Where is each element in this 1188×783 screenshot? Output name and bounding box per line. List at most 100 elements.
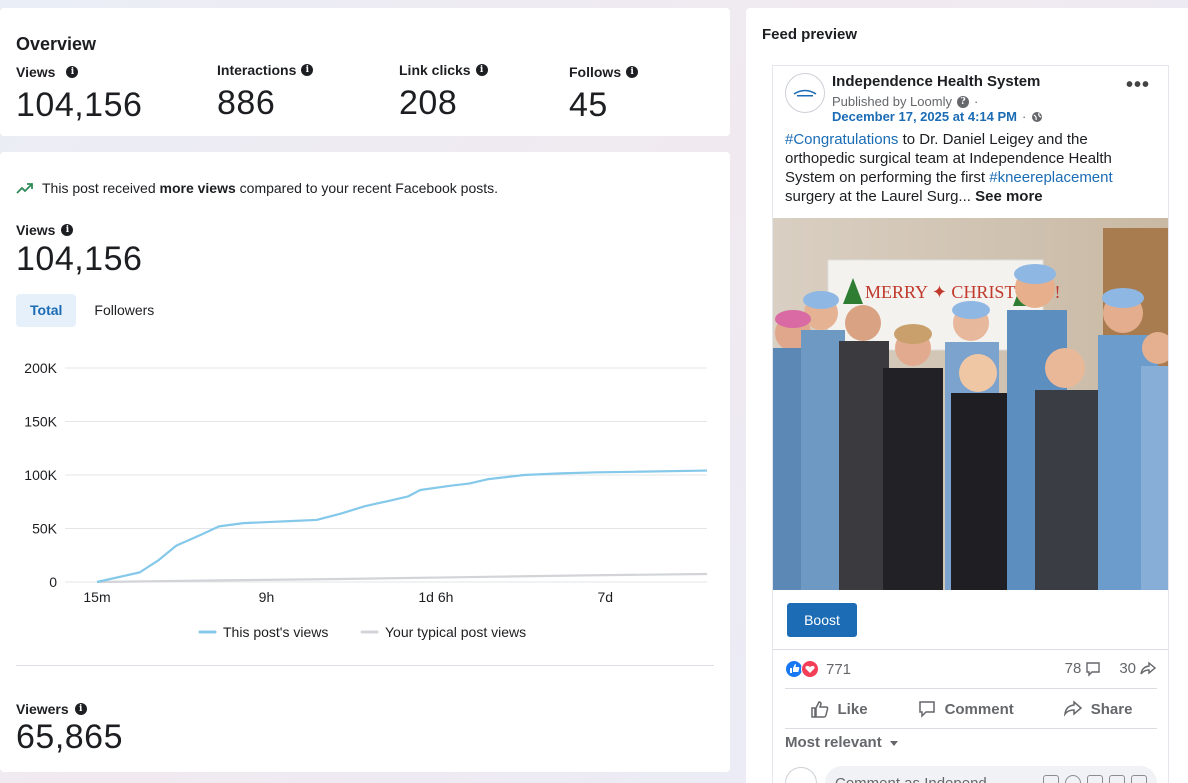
x-tick-label: 1d 6h [418, 589, 453, 605]
commenter-avatar [785, 767, 817, 783]
see-more-link[interactable]: See more [975, 188, 1043, 205]
share-count-link[interactable]: 30 [1119, 660, 1156, 677]
page-name[interactable]: Independence Health System [832, 73, 1041, 90]
reaction-count: 771 [826, 660, 852, 678]
legend-label: This post's views [223, 624, 328, 640]
trending-up-icon [16, 183, 33, 194]
tab-followers[interactable]: Followers [94, 302, 155, 318]
x-tick-label: 7d [598, 589, 614, 605]
hashtag-link[interactable]: #kneereplacement [989, 169, 1113, 186]
legend-label: Your typical post views [385, 624, 526, 640]
share-button[interactable]: Share [1063, 692, 1133, 726]
divider [785, 688, 1157, 689]
like-label: Like [837, 700, 868, 718]
metric-link-clicks: Link clicks i 208 [399, 62, 488, 123]
logo-icon [793, 89, 817, 97]
published-by-text: Published by Loomly [832, 94, 952, 109]
feed-preview-panel: Feed preview Independence Health System … [746, 8, 1188, 783]
published-by: Published by Loomly ? · [832, 94, 978, 109]
info-icon[interactable]: i [301, 64, 314, 76]
post-text: #Congratulations to Dr. Daniel Leigey an… [785, 130, 1155, 206]
comment-count: 78 [1064, 660, 1082, 677]
comment-bubble-icon [1086, 661, 1101, 677]
sticker-icon[interactable] [1131, 775, 1147, 783]
divider [785, 728, 1157, 729]
feed-preview-title: Feed preview [762, 26, 858, 43]
y-tick-label: 200K [24, 360, 57, 376]
viewers-value: 65,865 [16, 718, 123, 756]
globe-icon [1032, 111, 1043, 122]
post-date[interactable]: December 17, 2025 at 4:14 PM · [832, 109, 1043, 124]
avatar-sticker-icon[interactable] [1043, 775, 1059, 783]
info-icon[interactable]: i [61, 224, 74, 236]
comment-input[interactable]: Comment as Independ... [825, 766, 1157, 783]
performance-notice: This post received more views compared t… [16, 180, 498, 196]
viewers-label-row: Viewers i [16, 701, 87, 717]
series-line[interactable] [96, 469, 708, 584]
info-icon[interactable]: i [66, 66, 79, 78]
overview-card: Overview Views i 104,156 Interactions i 88… [0, 8, 730, 136]
comment-button[interactable]: Comment [917, 692, 1014, 726]
comment-count-link[interactable]: 78 [1065, 660, 1102, 677]
divider [16, 665, 714, 666]
emoji-icon[interactable] [1065, 775, 1081, 783]
metric-label: Views [16, 64, 56, 80]
notice-bold: more views [159, 180, 236, 196]
notice-text: This post received [42, 180, 160, 196]
metric-value: 45 [569, 86, 608, 124]
caret-down-icon [889, 740, 898, 746]
metric-value: 886 [217, 84, 276, 122]
notice-text-end: compared to your recent Facebook posts. [235, 180, 499, 196]
share-count: 30 [1119, 660, 1136, 677]
thumbs-up-icon [810, 701, 828, 718]
gif-icon[interactable] [1109, 775, 1125, 783]
metric-interactions: Interactions i 886 [217, 62, 314, 123]
christmas-banner-text: MERRY ✦ CHRISTMAS! [865, 282, 1060, 302]
like-button[interactable]: Like [810, 692, 868, 726]
info-icon[interactable]: i [626, 66, 639, 78]
share-icon [1063, 700, 1082, 717]
engagement-counts: 78 30 [1065, 660, 1156, 677]
page-avatar[interactable] [785, 73, 825, 113]
facebook-post: Independence Health System Published by … [773, 66, 1168, 783]
tab-total[interactable]: Total [16, 294, 77, 327]
info-icon[interactable]: ? [956, 95, 969, 108]
separator-dot: · [973, 94, 979, 109]
boost-button[interactable]: Boost [787, 603, 857, 637]
sort-label: Most relevant [785, 734, 882, 751]
metric-value: 104,156 [16, 86, 143, 124]
overview-title: Overview [16, 34, 97, 54]
hashtag-link[interactable]: #Congratulations [785, 131, 899, 148]
group-photo-image: MERRY ✦ CHRISTMAS! [773, 218, 1168, 590]
more-options-icon[interactable]: ••• [1125, 74, 1150, 96]
post-actions: Like Comment Share [785, 692, 1157, 726]
share-arrow-icon [1140, 661, 1156, 674]
series-line[interactable] [96, 572, 708, 584]
reactions-summary[interactable]: 771 [785, 660, 851, 678]
divider [773, 649, 1168, 650]
y-tick-label: 150K [24, 414, 57, 430]
post-text-end: surgery at the Laurel Surg... [785, 188, 976, 205]
views-detail-card: This post received more views compared t… [0, 152, 730, 772]
metric-label: Link clicks [399, 62, 471, 78]
x-tick-label: 9h [259, 589, 275, 605]
views-label-row: Views i [16, 222, 74, 238]
comment-composer: Comment as Independ... [785, 766, 1157, 783]
info-icon[interactable]: i [475, 64, 488, 76]
views-chart: 200K 150K 100K 50K 0 15m 9h 1d 6h 7d This post's … [24, 360, 708, 640]
view-tabs: Total Followers [16, 294, 168, 327]
like-love-reaction-icon [785, 660, 819, 678]
separator-dot: · [1022, 109, 1027, 124]
camera-icon[interactable] [1087, 775, 1103, 783]
post-photo[interactable]: MERRY ✦ CHRISTMAS! [773, 218, 1168, 590]
metric-label: Interactions [217, 62, 297, 78]
metric-views: Views i 104,156 [16, 64, 142, 125]
comment-label: Comment [944, 700, 1014, 718]
y-tick-label: 50K [32, 521, 58, 537]
metric-value: 208 [399, 84, 458, 122]
share-label: Share [1090, 700, 1133, 718]
info-icon[interactable]: i [74, 703, 87, 715]
post-date-text: December 17, 2025 at 4:14 PM [832, 109, 1017, 124]
comment-placeholder: Comment as Independ... [835, 774, 1000, 783]
comment-sort-dropdown[interactable]: Most relevant [785, 734, 900, 751]
